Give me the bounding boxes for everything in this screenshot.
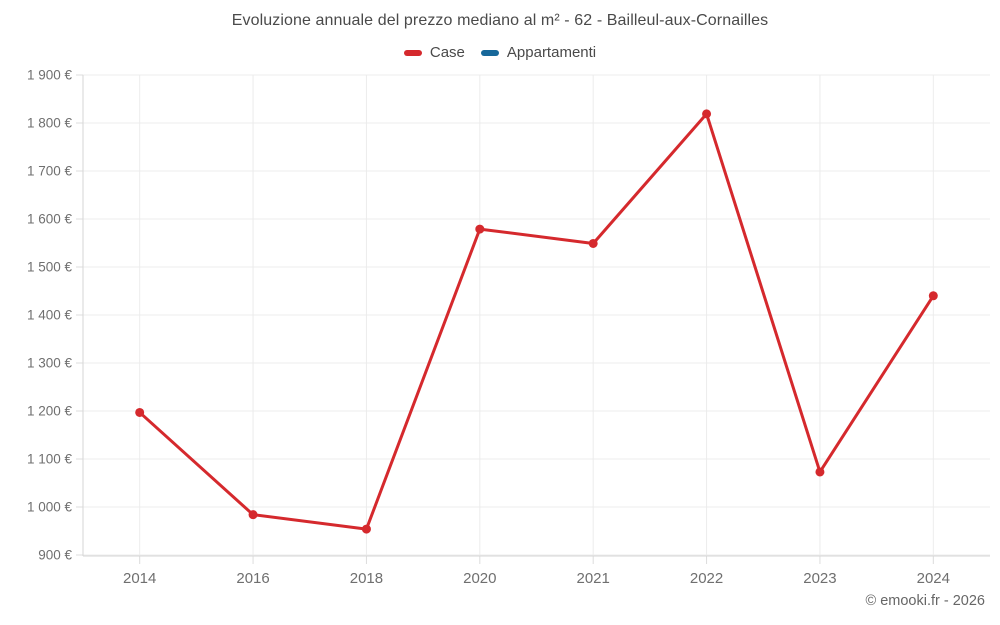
x-tick-label: 2020 bbox=[463, 570, 496, 587]
y-tick-label: 1 600 € bbox=[27, 212, 73, 227]
y-tick-label: 900 € bbox=[38, 548, 72, 563]
chart-title: Evoluzione annuale del prezzo mediano al… bbox=[231, 12, 769, 29]
legend-label-case: Case bbox=[429, 44, 465, 61]
y-tick-label: 1 100 € bbox=[27, 452, 73, 467]
y-tick-label: 1 900 € bbox=[27, 68, 73, 83]
credits-link[interactable]: © emooki.fr - 2026 bbox=[865, 593, 985, 609]
appartamenti-series-swatch-icon bbox=[480, 49, 499, 56]
case-data-point[interactable] bbox=[588, 238, 598, 248]
case-data-point[interactable] bbox=[702, 109, 712, 119]
case-data-point[interactable] bbox=[928, 291, 938, 301]
case-data-point[interactable] bbox=[815, 467, 825, 477]
x-tick-label: 2023 bbox=[803, 570, 836, 587]
case-series-line bbox=[138, 112, 935, 531]
x-tick-label: 2022 bbox=[690, 570, 723, 587]
y-tick-label: 1 800 € bbox=[27, 116, 73, 131]
y-tick-label: 1 300 € bbox=[27, 356, 73, 371]
x-tick-label: 2024 bbox=[917, 570, 950, 587]
case-data-point[interactable] bbox=[135, 407, 145, 417]
x-tick-label: 2018 bbox=[350, 570, 383, 587]
x-tick-label: 2014 bbox=[123, 570, 156, 587]
y-tick-label: 1 400 € bbox=[27, 308, 73, 323]
case-data-point[interactable] bbox=[475, 224, 485, 234]
case-data-point[interactable] bbox=[248, 510, 258, 520]
case-series-swatch-icon bbox=[403, 49, 422, 56]
x-tick-label: 2021 bbox=[577, 570, 610, 587]
chart-legend: Case Appartamenti bbox=[0, 44, 1000, 61]
y-tick-label: 1 500 € bbox=[27, 260, 73, 275]
legend-label-appartamenti: Appartamenti bbox=[506, 44, 597, 61]
y-tick-label: 1 700 € bbox=[27, 164, 73, 179]
x-tick-label: 2016 bbox=[236, 570, 269, 587]
case-data-point[interactable] bbox=[361, 524, 371, 534]
legend-item-appartamenti[interactable]: Appartamenti bbox=[480, 44, 597, 61]
legend-item-case[interactable]: Case bbox=[403, 44, 465, 61]
y-tick-label: 1 200 € bbox=[27, 404, 73, 419]
y-tick-label: 1 000 € bbox=[27, 500, 73, 515]
